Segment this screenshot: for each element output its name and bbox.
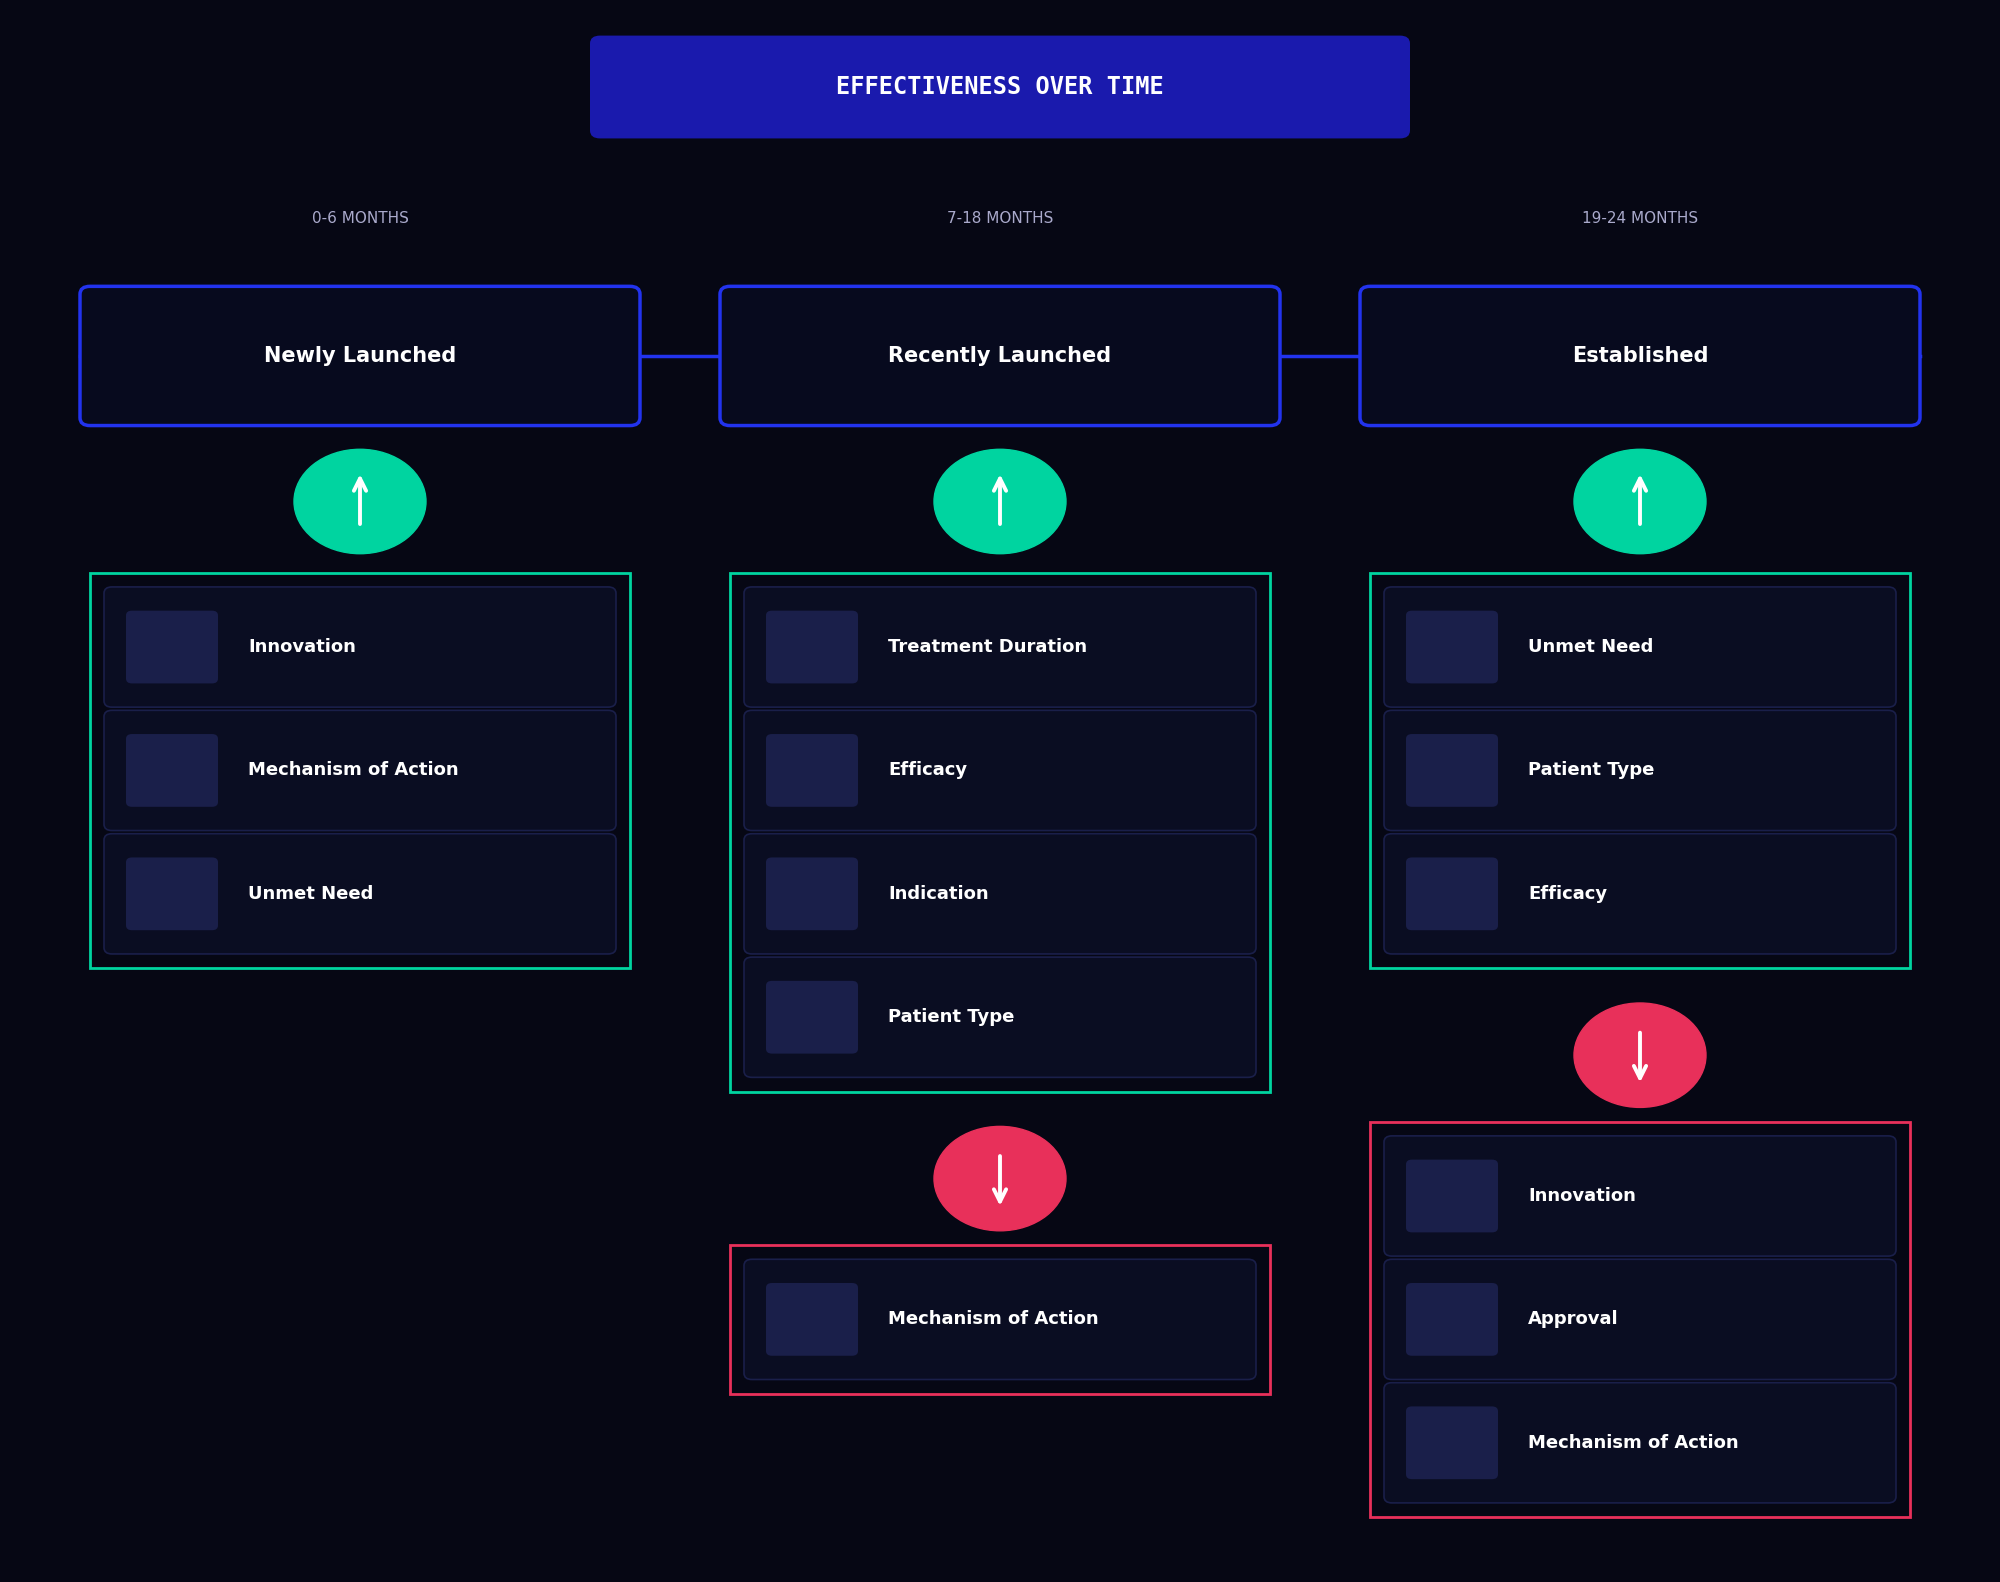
FancyBboxPatch shape [1370, 1122, 1910, 1517]
FancyBboxPatch shape [1360, 286, 1920, 426]
Text: Mechanism of Action: Mechanism of Action [248, 761, 458, 780]
Text: Unmet Need: Unmet Need [248, 884, 374, 903]
FancyBboxPatch shape [1406, 1283, 1498, 1356]
FancyBboxPatch shape [766, 857, 858, 930]
Circle shape [934, 449, 1066, 554]
FancyBboxPatch shape [126, 734, 218, 807]
FancyBboxPatch shape [744, 1259, 1256, 1380]
FancyBboxPatch shape [90, 573, 630, 968]
FancyBboxPatch shape [104, 834, 616, 954]
FancyBboxPatch shape [1384, 710, 1896, 831]
Text: Patient Type: Patient Type [1528, 761, 1654, 780]
FancyBboxPatch shape [1406, 611, 1498, 683]
FancyBboxPatch shape [1406, 1406, 1498, 1479]
Text: Unmet Need: Unmet Need [1528, 638, 1654, 657]
FancyBboxPatch shape [104, 710, 616, 831]
FancyBboxPatch shape [730, 573, 1270, 1092]
Text: 0-6 MONTHS: 0-6 MONTHS [312, 210, 408, 226]
Text: Established: Established [1572, 346, 1708, 365]
FancyBboxPatch shape [590, 35, 1410, 138]
Text: Mechanism of Action: Mechanism of Action [888, 1310, 1098, 1329]
Text: 7-18 MONTHS: 7-18 MONTHS [946, 210, 1054, 226]
FancyBboxPatch shape [126, 857, 218, 930]
FancyBboxPatch shape [744, 587, 1256, 707]
Circle shape [294, 449, 426, 554]
Text: EFFECTIVENESS OVER TIME: EFFECTIVENESS OVER TIME [836, 74, 1164, 100]
Text: Efficacy: Efficacy [1528, 884, 1608, 903]
Text: Treatment Duration: Treatment Duration [888, 638, 1088, 657]
FancyBboxPatch shape [744, 710, 1256, 831]
FancyBboxPatch shape [720, 286, 1280, 426]
Circle shape [934, 1126, 1066, 1231]
Text: Mechanism of Action: Mechanism of Action [1528, 1433, 1738, 1452]
FancyBboxPatch shape [80, 286, 640, 426]
FancyBboxPatch shape [1384, 587, 1896, 707]
FancyBboxPatch shape [1406, 1160, 1498, 1232]
FancyBboxPatch shape [766, 1283, 858, 1356]
Text: Newly Launched: Newly Launched [264, 346, 456, 365]
Circle shape [1574, 449, 1706, 554]
FancyBboxPatch shape [1370, 573, 1910, 968]
FancyBboxPatch shape [744, 834, 1256, 954]
FancyBboxPatch shape [1406, 734, 1498, 807]
Text: Approval: Approval [1528, 1310, 1618, 1329]
Text: Recently Launched: Recently Launched [888, 346, 1112, 365]
Text: 19-24 MONTHS: 19-24 MONTHS [1582, 210, 1698, 226]
FancyBboxPatch shape [1384, 1383, 1896, 1503]
FancyBboxPatch shape [766, 981, 858, 1054]
FancyBboxPatch shape [1406, 857, 1498, 930]
FancyBboxPatch shape [126, 611, 218, 683]
Circle shape [1574, 1003, 1706, 1107]
Text: Innovation: Innovation [248, 638, 356, 657]
FancyBboxPatch shape [730, 1245, 1270, 1394]
FancyBboxPatch shape [766, 734, 858, 807]
Text: Innovation: Innovation [1528, 1186, 1636, 1205]
FancyBboxPatch shape [744, 957, 1256, 1077]
FancyBboxPatch shape [1384, 1259, 1896, 1380]
FancyBboxPatch shape [1384, 1136, 1896, 1256]
Text: Patient Type: Patient Type [888, 1008, 1014, 1027]
Text: Indication: Indication [888, 884, 988, 903]
FancyBboxPatch shape [766, 611, 858, 683]
FancyBboxPatch shape [104, 587, 616, 707]
FancyBboxPatch shape [1384, 834, 1896, 954]
Text: Efficacy: Efficacy [888, 761, 968, 780]
